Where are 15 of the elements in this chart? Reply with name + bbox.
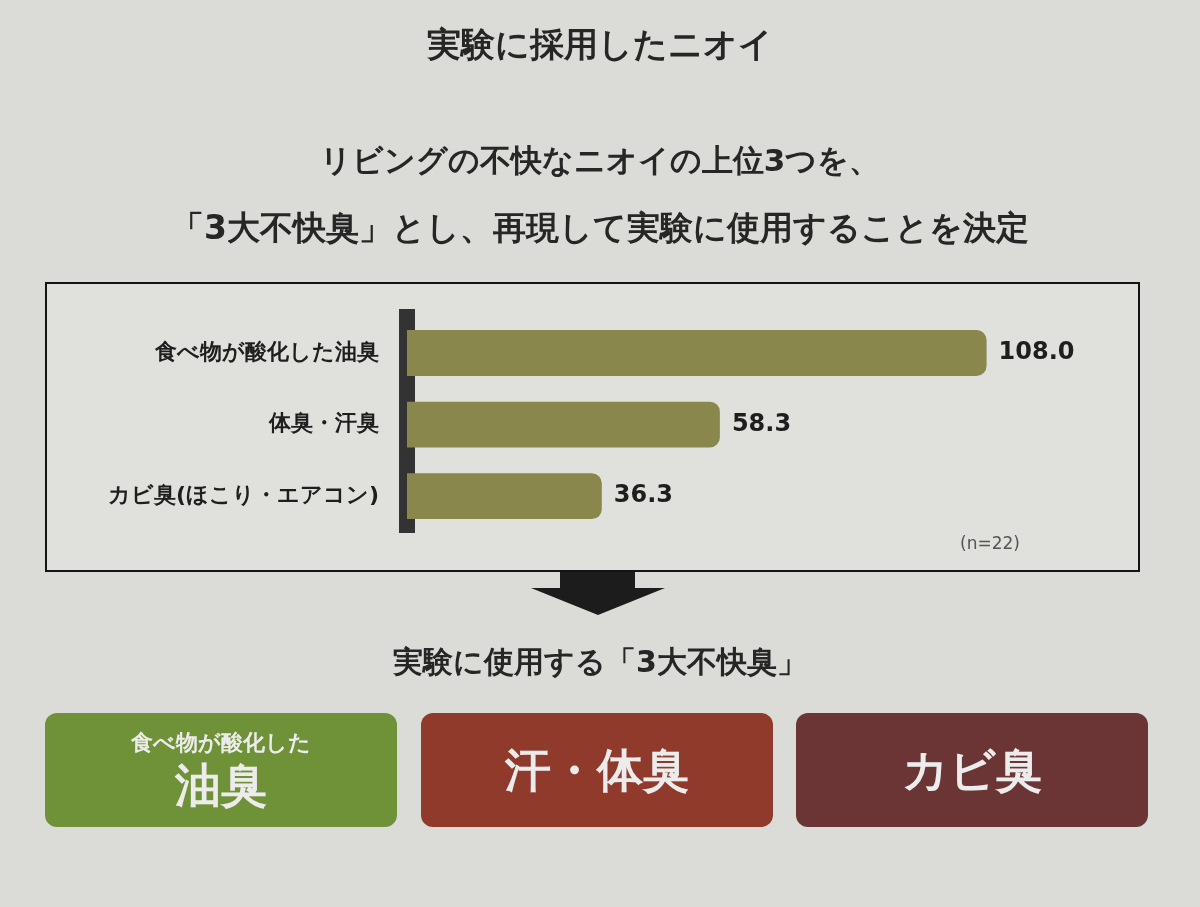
annotation: (n=22) [960,533,1020,553]
text: 油臭 [175,758,267,812]
text: 汗・体臭 [505,743,689,797]
y-tick-label: 体臭・汗臭 [268,410,379,436]
text: 「3大不快臭」とし、再現して実験に使用することを決定 [170,207,1030,249]
y-tick-label: カビ臭(ほこり・エアコン) [107,481,379,507]
y-tick-label: 食べ物が酸化した油臭 [154,338,379,364]
data-label: 58.3 [731,408,792,437]
text: カビ臭 [902,743,1042,797]
text: 食べ物が酸化した [131,729,311,757]
chart-title: 実験に採用したニオイ [426,23,774,66]
chart-subtitle: リビングの不快なニオイの上位3つを、 [318,141,882,180]
data-label: 36.3 [613,480,674,509]
text: 実験に使用する「3大不快臭」 [392,643,808,681]
data-label: 108.0 [998,337,1075,366]
